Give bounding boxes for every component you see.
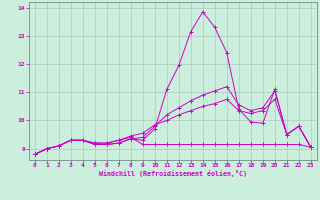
X-axis label: Windchill (Refroidissement éolien,°C): Windchill (Refroidissement éolien,°C) [99, 170, 247, 177]
